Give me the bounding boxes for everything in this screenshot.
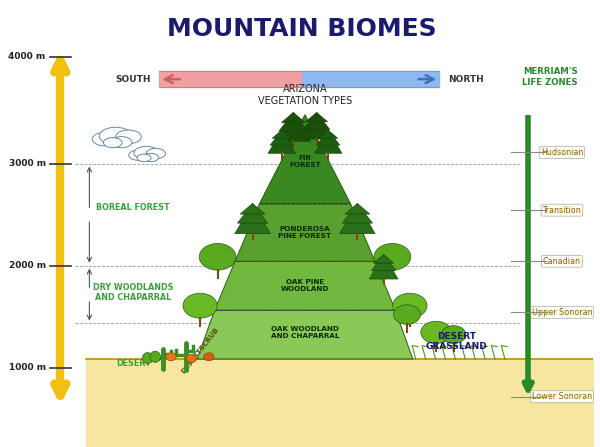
Polygon shape xyxy=(314,130,342,153)
Polygon shape xyxy=(371,255,396,270)
Text: DESERT: DESERT xyxy=(116,359,151,368)
Text: MERRIAM'S
LIFE ZONES: MERRIAM'S LIFE ZONES xyxy=(523,67,578,87)
Polygon shape xyxy=(238,203,268,223)
Text: OAK WOODLAND
AND CHAPARRAL: OAK WOODLAND AND CHAPARRAL xyxy=(271,326,339,339)
Text: Hudsonian: Hudsonian xyxy=(541,148,583,157)
Ellipse shape xyxy=(137,154,151,162)
Polygon shape xyxy=(369,255,398,279)
Ellipse shape xyxy=(199,244,236,270)
Circle shape xyxy=(203,353,214,361)
Polygon shape xyxy=(317,130,340,145)
Circle shape xyxy=(166,353,176,361)
Ellipse shape xyxy=(183,293,217,318)
Text: BOREAL FOREST: BOREAL FOREST xyxy=(96,203,170,212)
Text: SOUTH: SOUTH xyxy=(115,75,151,84)
Text: DRY WOODLANDS
AND CHAPARRAL: DRY WOODLANDS AND CHAPARRAL xyxy=(93,283,173,302)
Ellipse shape xyxy=(142,353,153,364)
Text: 3000 m: 3000 m xyxy=(8,159,46,168)
Ellipse shape xyxy=(393,293,427,318)
Text: Canadian: Canadian xyxy=(543,257,581,266)
Polygon shape xyxy=(340,203,375,234)
Polygon shape xyxy=(272,130,291,138)
Text: Upper Sonoran: Upper Sonoran xyxy=(532,308,592,317)
Polygon shape xyxy=(270,130,293,145)
Polygon shape xyxy=(345,203,370,214)
Polygon shape xyxy=(240,203,265,214)
Ellipse shape xyxy=(394,305,421,325)
Text: DESERTSCRUB: DESERTSCRUB xyxy=(181,326,220,374)
Bar xyxy=(302,71,439,87)
Polygon shape xyxy=(197,310,413,359)
Ellipse shape xyxy=(129,150,148,160)
Ellipse shape xyxy=(442,326,466,343)
Text: 1000 m: 1000 m xyxy=(8,363,46,372)
Polygon shape xyxy=(303,113,330,130)
Ellipse shape xyxy=(100,127,132,145)
Text: 4000 m: 4000 m xyxy=(8,52,46,61)
Polygon shape xyxy=(305,113,328,122)
Bar xyxy=(160,71,302,87)
Ellipse shape xyxy=(374,244,411,270)
Ellipse shape xyxy=(92,132,118,146)
Text: DESERT
GRASSLAND: DESERT GRASSLAND xyxy=(425,332,487,351)
Ellipse shape xyxy=(103,138,122,148)
Text: Transition: Transition xyxy=(542,206,581,215)
Text: OAK PINE
WOODLAND: OAK PINE WOODLAND xyxy=(281,279,329,292)
Polygon shape xyxy=(235,203,271,234)
Polygon shape xyxy=(276,113,310,141)
Text: PONDEROSA
PINE FOREST: PONDEROSA PINE FOREST xyxy=(278,226,331,239)
Text: MOUNTAIN BIOMES: MOUNTAIN BIOMES xyxy=(167,17,437,41)
Polygon shape xyxy=(235,203,375,261)
Polygon shape xyxy=(342,203,373,223)
Text: ARIZONA
VEGETATION TYPES: ARIZONA VEGETATION TYPES xyxy=(258,84,352,106)
Ellipse shape xyxy=(150,351,160,363)
Polygon shape xyxy=(374,255,394,263)
Circle shape xyxy=(186,354,197,363)
Ellipse shape xyxy=(111,137,132,148)
Polygon shape xyxy=(319,130,338,138)
Ellipse shape xyxy=(143,153,158,162)
Text: NORTH: NORTH xyxy=(448,75,484,84)
Polygon shape xyxy=(301,113,332,139)
Ellipse shape xyxy=(421,321,451,343)
Ellipse shape xyxy=(116,130,141,144)
Text: FIR
FOREST: FIR FOREST xyxy=(289,155,321,168)
Polygon shape xyxy=(279,113,308,131)
Polygon shape xyxy=(268,130,295,153)
Ellipse shape xyxy=(134,146,158,160)
Text: 2000 m: 2000 m xyxy=(8,261,46,270)
Polygon shape xyxy=(215,261,395,310)
Text: Lower Sonoran: Lower Sonoran xyxy=(532,392,592,401)
Polygon shape xyxy=(260,115,350,203)
Polygon shape xyxy=(281,113,305,122)
Ellipse shape xyxy=(146,148,166,159)
